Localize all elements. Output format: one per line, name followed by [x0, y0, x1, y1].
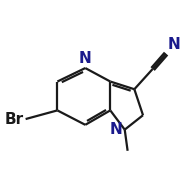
Text: N: N: [168, 37, 180, 52]
Text: N: N: [79, 51, 92, 66]
Text: Br: Br: [5, 112, 24, 127]
Text: N: N: [110, 122, 122, 137]
